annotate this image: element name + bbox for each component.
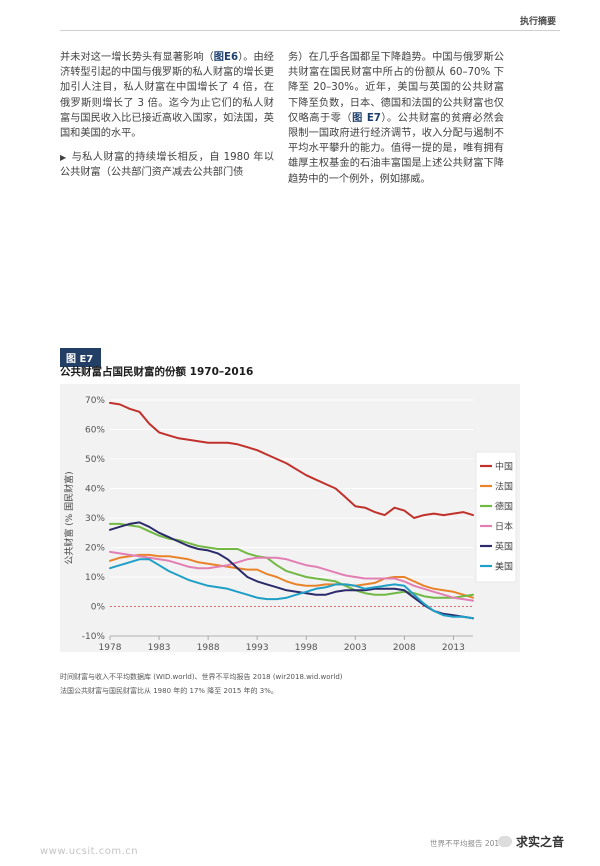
- legend-label: 德国: [495, 501, 513, 513]
- page-header: 执行摘要: [0, 0, 600, 40]
- body-column-left: 并未对这一增长势头有显著影响（图E6）。由经济转型引起的中国与俄罗斯的私人财富的…: [60, 50, 274, 190]
- y-tick-label: 0%: [91, 603, 106, 613]
- y-tick-label: 70%: [85, 396, 105, 406]
- legend-label: 英国: [495, 541, 513, 553]
- x-tick-label: 1998: [295, 643, 318, 652]
- y-axis-title: 公共财富 (% 国民财富): [63, 471, 75, 564]
- text-run: ）。公共财富的贫瘠必然会限制一国政府进行经济调节，收入分配与遏制不平均水平攀升的…: [288, 112, 504, 185]
- figure-ref-e7[interactable]: 图 E7: [352, 112, 381, 124]
- legend-label: 中国: [495, 461, 513, 473]
- legend-label: 日本: [495, 521, 513, 533]
- line-chart: 70% 60% 50% 40% 30% 20% 10% 0% -10%1978 1983 1988 1…: [63, 396, 517, 652]
- y-tick-label: 10%: [85, 573, 105, 583]
- x-tick-label: 1993: [246, 643, 269, 652]
- y-tick-label: -10%: [82, 632, 106, 642]
- chart-panel: 70% 60% 50% 40% 30% 20% 10% 0% -10% 1978 1983 1988 1…: [60, 384, 520, 652]
- y-tick-label: 60%: [85, 426, 105, 436]
- legend-label: 美国: [495, 561, 513, 573]
- figure-note: 法国公共财富与国民财富比从 1980 年的 17% 降至 2015 年的 3%。: [60, 687, 278, 695]
- y-tick-label: 40%: [85, 485, 105, 495]
- figure-title: 公共财富占国民财富的份额 1970–2016: [60, 366, 254, 378]
- wechat-icon: [498, 836, 512, 847]
- series-line-法国: [109, 553, 474, 599]
- bullet-triangle-icon: ▶: [60, 153, 67, 163]
- y-tick-label: 20%: [85, 544, 105, 554]
- paragraph: 务）在几乎各国都呈下降趋势。中国与俄罗斯公共财富在国民财富中所占的份额从 60–…: [288, 50, 504, 187]
- series-line-日本: [109, 550, 474, 602]
- series-line-美国: [109, 558, 474, 620]
- figure-tag: 图 E7: [60, 348, 102, 367]
- y-tick-label: 50%: [85, 455, 105, 465]
- body-column-right: 务）在几乎各国都呈下降趋势。中国与俄罗斯公共财富在国民财富中所占的份额从 60–…: [288, 50, 504, 196]
- figure-ref-e6[interactable]: 图E6: [213, 52, 239, 63]
- legend-box: [475, 451, 517, 583]
- figure-source: 时间财富与收入不平均数据库 (WID.world)、世界不平均报告 2018 (…: [60, 673, 343, 681]
- paragraph: 并未对这一增长势头有显著影响（图E6）。由经济转型引起的中国与俄罗斯的私人财富的…: [60, 50, 274, 141]
- y-tick-label: 30%: [85, 514, 105, 524]
- text-run: 并未对这一增长势头有显著影响（: [60, 52, 214, 63]
- x-tick-label: 1988: [197, 643, 220, 652]
- text-run: 务）在几乎各国都呈下降趋势。中国与俄罗斯公共财富在国民财富中所占的份额从 60–…: [288, 52, 504, 124]
- series-line-中国: [109, 401, 474, 519]
- header-rule: [60, 30, 560, 31]
- x-tick-label: 1983: [148, 643, 171, 652]
- x-tick-label: 2003: [344, 643, 367, 652]
- x-tick-label: 2013: [442, 643, 465, 652]
- watermark-text: 求实之音: [516, 835, 565, 849]
- wechat-watermark: 求实之音: [498, 833, 564, 850]
- text-run: ）。由经济转型引起的中国与俄罗斯的私人财富的增长更加引人注目，私人财富在中国增长…: [60, 52, 274, 140]
- bullet-paragraph: ▶ 与私人财富的持续增长相反，自 1980 年以公共财富（公共部门资产减去公共部门…: [60, 150, 274, 180]
- section-label: 执行摘要: [519, 17, 556, 27]
- text-run: 与私人财富的持续增长相反，自 1980 年以公共财富（公共部门资产减去公共部门债: [60, 152, 275, 179]
- series-line-英国: [109, 521, 474, 620]
- watermark-url: www.ucsit.com.cn: [40, 846, 139, 857]
- legend-label: 法国: [495, 481, 513, 493]
- x-tick-label: 1978: [99, 643, 122, 652]
- footer-report-title: 世界不平均报告 2018: [430, 839, 504, 848]
- x-tick-label: 2008: [393, 643, 416, 652]
